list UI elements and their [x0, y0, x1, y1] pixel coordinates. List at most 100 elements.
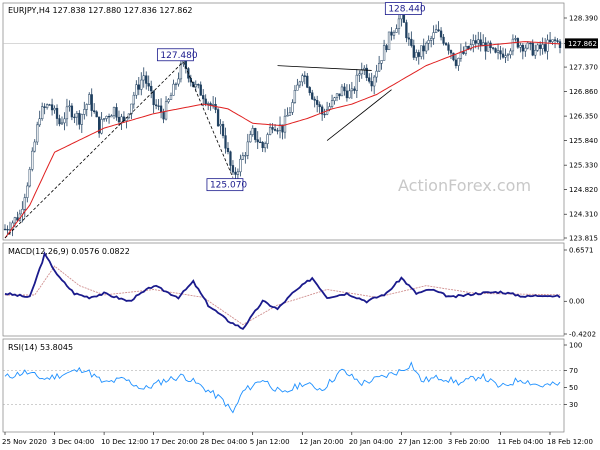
candle-body: [271, 127, 274, 130]
candle-body: [174, 83, 178, 86]
rsi-tick-label: 30: [569, 401, 578, 409]
candle-body: [422, 45, 425, 52]
candle-body: [53, 107, 56, 111]
candle-body: [316, 100, 319, 105]
candle-body: [78, 112, 81, 125]
candle-body: [452, 52, 455, 61]
candle-body: [345, 90, 349, 99]
candle-body: [229, 151, 232, 166]
candle-body: [197, 84, 200, 86]
candle-body: [511, 38, 515, 52]
candle-body: [140, 79, 143, 90]
candle-body: [90, 94, 93, 111]
candle-body: [479, 39, 482, 46]
candle-body: [377, 62, 381, 72]
candle-body: [95, 111, 98, 118]
candle-body: [117, 116, 121, 123]
candle-body: [70, 105, 74, 118]
price-tick-label: 124.820: [569, 186, 598, 194]
macd-tick-label: 0.6571: [569, 247, 594, 255]
candle-body: [261, 142, 264, 149]
candle-body: [266, 134, 269, 144]
candle-body: [216, 109, 220, 127]
time-tick-label: 28 Dec 04:00: [200, 438, 247, 446]
candle-body: [335, 93, 339, 98]
candle-body: [558, 41, 562, 48]
candle-body: [75, 112, 79, 118]
candle-body: [501, 53, 505, 58]
candle-body: [427, 40, 430, 44]
candle-body: [164, 101, 168, 120]
macd-panel-title: MACD(12,26,9) 0.0576 0.0822: [8, 247, 130, 256]
candle-body: [308, 87, 311, 93]
candle-body: [283, 115, 287, 133]
candle-body: [477, 39, 480, 44]
candle-body: [28, 169, 31, 187]
candle-body: [115, 107, 118, 118]
candle-body: [202, 95, 205, 100]
trendline: [183, 61, 234, 178]
rsi-lines: [4, 361, 561, 414]
price-tick-label: 127.370: [569, 64, 598, 72]
candle-body: [368, 77, 371, 82]
candle-body: [268, 127, 272, 135]
time-tick-label: 18 Feb 12:00: [547, 438, 593, 446]
candle-body: [320, 106, 324, 115]
watermark: ActionForex.com: [398, 176, 531, 195]
candle-body: [145, 75, 148, 84]
candle-body: [98, 116, 101, 134]
macd-axis-ticks: 0.6571 0.00 -0.4202: [564, 247, 596, 339]
price-tick-label: 125.330: [569, 162, 598, 170]
candle-body: [373, 76, 376, 87]
candle-body: [407, 37, 411, 40]
time-tick-label: 20 Jan 04:00: [349, 438, 393, 446]
candle-body: [504, 55, 507, 58]
candle-body: [358, 73, 361, 76]
price-label-box: [384, 2, 422, 15]
time-tick-label: 10 Dec 12:00: [101, 438, 148, 446]
trendline: [277, 65, 372, 71]
candle-body: [3, 228, 7, 231]
candle-body: [313, 98, 316, 101]
candle-body: [105, 115, 108, 119]
candle-body: [355, 74, 358, 91]
candle-body: [177, 78, 180, 85]
candle-body: [189, 78, 192, 83]
candle-body: [412, 45, 415, 58]
candle-body: [311, 92, 314, 100]
candle-body: [169, 95, 173, 100]
candle-body: [425, 42, 428, 52]
candle-body: [392, 32, 396, 36]
candle-body: [382, 45, 386, 61]
candle-body: [298, 81, 301, 86]
time-axis: 25 Nov 2020 3 Dec 04:00 10 Dec 12:00 17 Dec…: [2, 432, 593, 446]
candle-body: [152, 90, 155, 106]
candle-body: [288, 112, 292, 116]
candle-body: [521, 44, 524, 52]
candle-body: [194, 84, 197, 88]
time-tick-label: 25 Nov 2020: [2, 438, 47, 446]
candle-body: [375, 70, 378, 78]
candle-body: [50, 104, 54, 111]
trendline: [326, 89, 392, 141]
candle-body: [536, 44, 539, 51]
candle-body: [363, 67, 366, 70]
candle-body: [472, 40, 475, 45]
candle-body: [142, 75, 145, 81]
candle-body: [249, 134, 252, 143]
candle-body: [244, 155, 247, 157]
candle-body: [380, 60, 383, 64]
candle-body: [45, 104, 49, 108]
candle-body: [432, 32, 435, 39]
candle-body: [531, 42, 534, 56]
candle-body: [281, 124, 284, 133]
candle-body: [211, 103, 215, 106]
candle-body: [286, 115, 289, 117]
macd-main-line: [4, 251, 561, 331]
candle-body: [6, 228, 9, 231]
time-tick-label: 12 Jan 20:00: [299, 438, 343, 446]
candle-body: [13, 217, 17, 224]
time-tick-label: 11 Feb 04:00: [497, 438, 543, 446]
candle-body: [405, 22, 408, 39]
candle-body: [207, 103, 210, 105]
